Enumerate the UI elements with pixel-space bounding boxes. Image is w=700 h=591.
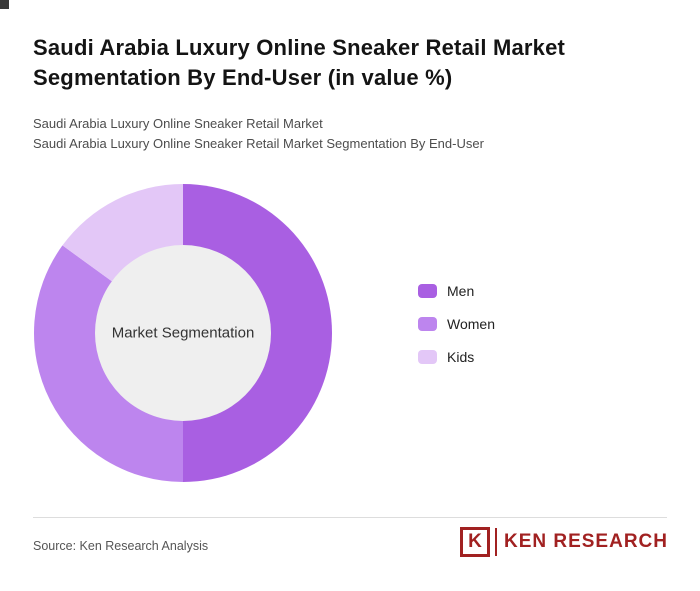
subtitle-line-2: Saudi Arabia Luxury Online Sneaker Retai… <box>33 136 484 151</box>
chart-legend: Men Women Kids <box>418 283 495 382</box>
ken-research-logo: K KEN RESEARCH <box>459 527 668 557</box>
logo-separator <box>494 528 497 556</box>
legend-item-women: Women <box>418 316 495 332</box>
chart-subtitles: Saudi Arabia Luxury Online Sneaker Retai… <box>33 114 484 154</box>
subtitle-line-1: Saudi Arabia Luxury Online Sneaker Retai… <box>33 116 323 131</box>
donut-center-label: Market Segmentation <box>111 324 255 342</box>
logo-k-icon: K <box>459 527 490 557</box>
legend-swatch-women <box>418 317 437 331</box>
logo-wordmark: KEN RESEARCH <box>503 531 668 552</box>
legend-label-kids: Kids <box>447 349 475 365</box>
donut-chart: Market Segmentation <box>33 183 333 483</box>
legend-item-men: Men <box>418 283 495 299</box>
page-title: Saudi Arabia Luxury Online Sneaker Retai… <box>33 35 566 91</box>
donut-hole <box>95 245 271 421</box>
footer-divider <box>33 517 667 518</box>
corner-artifact <box>0 0 9 9</box>
legend-swatch-men <box>418 284 437 298</box>
legend-item-kids: Kids <box>418 349 495 365</box>
donut-chart-svg <box>33 184 332 482</box>
source-text: Source: Ken Research Analysis <box>33 539 209 553</box>
legend-label-women: Women <box>447 316 495 332</box>
legend-swatch-kids <box>418 350 437 364</box>
legend-label-men: Men <box>447 283 475 299</box>
